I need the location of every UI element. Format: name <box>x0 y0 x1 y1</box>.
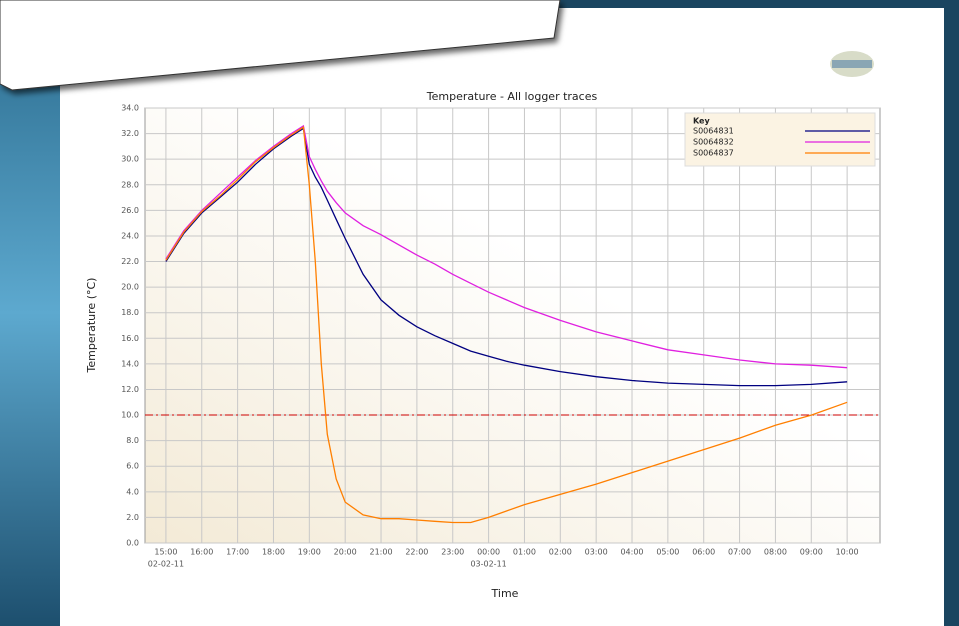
y-tick-label: 0.0 <box>126 539 139 548</box>
x-tick-label: 06:00 <box>692 548 715 557</box>
x-tick-label: 17:00 <box>226 548 249 557</box>
x-axis-title: Time <box>491 587 519 600</box>
x-tick-label: 19:00 <box>298 548 321 557</box>
chart-title: Temperature - All logger traces <box>426 90 598 103</box>
legend-box <box>684 112 876 167</box>
y-tick-label: 34.0 <box>121 104 139 113</box>
x-tick-label: 04:00 <box>620 548 643 557</box>
data-line <box>165 127 848 387</box>
y-axis-title: Temperature (°C) <box>85 278 98 374</box>
x-tick-label: 16:00 <box>190 548 213 557</box>
data-line <box>165 126 848 524</box>
y-tick-label: 24.0 <box>121 231 139 240</box>
y-tick-label: 26.0 <box>121 206 139 215</box>
y-tick-label: 4.0 <box>126 487 139 496</box>
x-tick-label: 02:00 <box>549 548 572 557</box>
y-tick-label: 14.0 <box>121 359 139 368</box>
y-tick-label: 20.0 <box>121 283 139 292</box>
y-tick-label: 28.0 <box>121 180 139 189</box>
x-tick-label: 23:00 <box>441 548 464 557</box>
y-tick-label: 12.0 <box>121 385 139 394</box>
x-tick-label: 18:00 <box>262 548 285 557</box>
x-tick-date: 02-02-11 <box>148 560 184 569</box>
data-line <box>165 124 848 369</box>
legend-label: S0064831 <box>693 127 734 136</box>
x-tick-date: 03-02-11 <box>470 560 506 569</box>
y-tick-label: 18.0 <box>121 308 139 317</box>
x-tick-label: 08:00 <box>764 548 787 557</box>
lines <box>145 124 880 524</box>
legend-label: S0064832 <box>693 138 734 147</box>
x-tick-label: 21:00 <box>370 548 393 557</box>
grid: 0.0 2.0 4.0 6.0 8.0 10.0 12.0 14.0 16.0 18.0 20.0 2… <box>121 104 880 569</box>
x-tick-label: 01:00 <box>513 548 536 557</box>
plot-area <box>144 107 881 544</box>
x-tick-label: 20:00 <box>334 548 357 557</box>
logo <box>830 51 874 77</box>
x-tick-label: 00:00 <box>477 548 500 557</box>
x-tick-label: 05:00 <box>656 548 679 557</box>
x-tick-label: 10:00 <box>836 548 859 557</box>
y-tick-label: 8.0 <box>126 436 139 445</box>
x-tick-label: 07:00 <box>728 548 751 557</box>
y-tick-label: 6.0 <box>126 462 139 471</box>
paper-sheet <box>0 0 561 91</box>
x-tick-label: 15:00 <box>154 548 177 557</box>
y-tick-label: 32.0 <box>121 129 139 138</box>
y-tick-label: 16.0 <box>121 334 139 343</box>
x-tick-label: 22:00 <box>405 548 428 557</box>
y-tick-label: 22.0 <box>121 257 139 266</box>
legend-title: Key <box>693 117 710 126</box>
y-tick-label: 10.0 <box>121 411 139 420</box>
legend-label: S0064837 <box>693 149 734 158</box>
background-strip <box>0 0 60 626</box>
x-tick-label: 09:00 <box>800 548 823 557</box>
y-tick-label: 30.0 <box>121 155 139 164</box>
x-tick-label: 03:00 <box>585 548 608 557</box>
y-tick-label: 2.0 <box>126 513 139 522</box>
